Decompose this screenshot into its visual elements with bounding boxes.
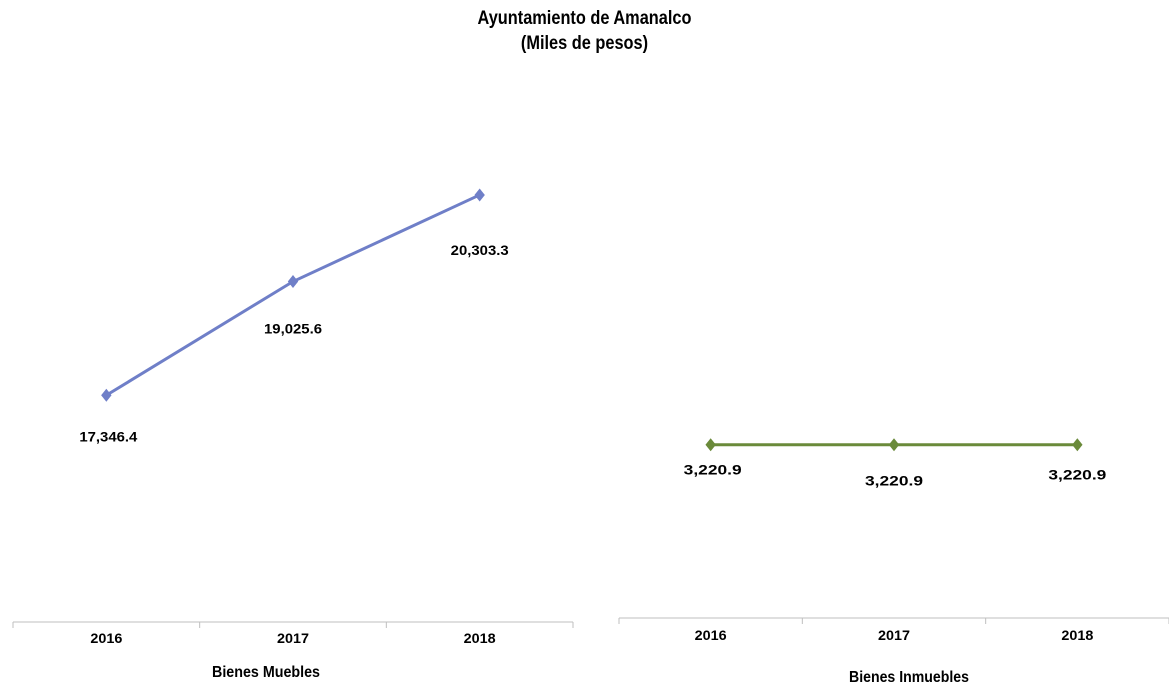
x-tick-label: 2017 [277,630,309,646]
x-axis-title: Bienes Muebles [212,664,320,681]
data-point-marker [705,438,716,452]
chart-subtitle: (Miles de pesos) [520,33,649,54]
data-point-marker [101,388,112,402]
x-tick-label: 2017 [878,627,910,643]
data-label: 3,220.9 [1048,467,1106,483]
data-label: 20,303.3 [451,242,509,258]
chart-title: Ayuntamiento de Amanalco [477,8,692,29]
data-point-marker [888,438,900,452]
data-label: 3,220.9 [684,462,742,478]
x-tick-label: 2016 [695,627,727,643]
chart-panel-1: 17,346.4 2016 19,025.6 2017 20,303.3 2018 Bien… [12,188,574,681]
x-axis-title: Bienes Inmuebles [849,669,969,686]
x-tick-label: 2018 [464,630,496,646]
data-point-marker [1072,438,1083,452]
data-point-marker [474,188,485,202]
x-tick-label: 2016 [90,630,122,646]
data-label: 17,346.4 [79,428,137,444]
x-tick-label: 2018 [1061,627,1093,643]
data-point-marker [287,275,299,289]
data-label: 3,220.9 [865,473,923,489]
series-line [105,193,481,397]
data-label: 19,025.6 [264,321,322,337]
chart-panel-2: 3,220.9 2016 3,220.9 2017 3,220.9 2018 Bienes … [618,438,1169,686]
